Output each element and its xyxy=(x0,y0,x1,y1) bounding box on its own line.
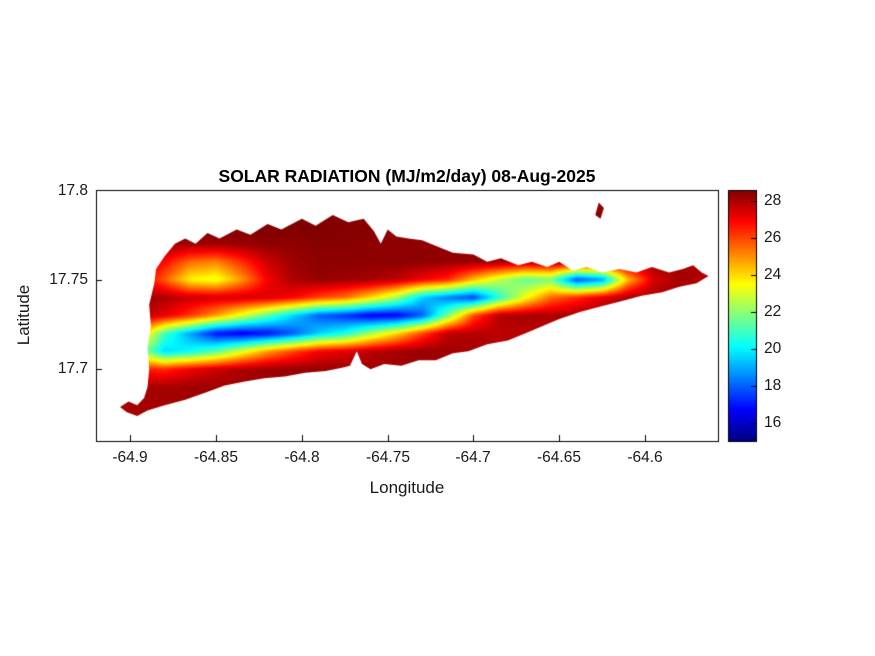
colorbar-tick-label: 16 xyxy=(764,414,782,431)
x-tick-label: -64.7 xyxy=(455,449,491,466)
colorbar-tick-label: 20 xyxy=(764,340,782,357)
y-tick-label: 17.7 xyxy=(57,360,88,377)
colorbar-tick-label: 26 xyxy=(764,229,782,246)
colorbar-tick-label: 22 xyxy=(764,303,782,320)
y-tick-label: 17.8 xyxy=(57,182,88,199)
x-tick-label: -64.85 xyxy=(194,449,238,466)
x-tick-label: -64.75 xyxy=(366,449,410,466)
y-axis-label: Latitude xyxy=(14,284,33,346)
colorbar-tick-label: 18 xyxy=(764,377,782,394)
x-axis-label: Longitude xyxy=(369,478,445,497)
chart-title: SOLAR RADIATION (MJ/m2/day) 08-Aug-2025 xyxy=(218,166,596,186)
colorbar-tick-label: 24 xyxy=(764,266,782,283)
y-tick-label: 17.75 xyxy=(49,271,88,288)
x-tick-label: -64.6 xyxy=(627,449,663,466)
colorbar-tick-label: 28 xyxy=(764,192,782,209)
x-tick-label: -64.65 xyxy=(537,449,581,466)
x-tick-label: -64.8 xyxy=(284,449,320,466)
x-tick-label: -64.9 xyxy=(112,449,148,466)
